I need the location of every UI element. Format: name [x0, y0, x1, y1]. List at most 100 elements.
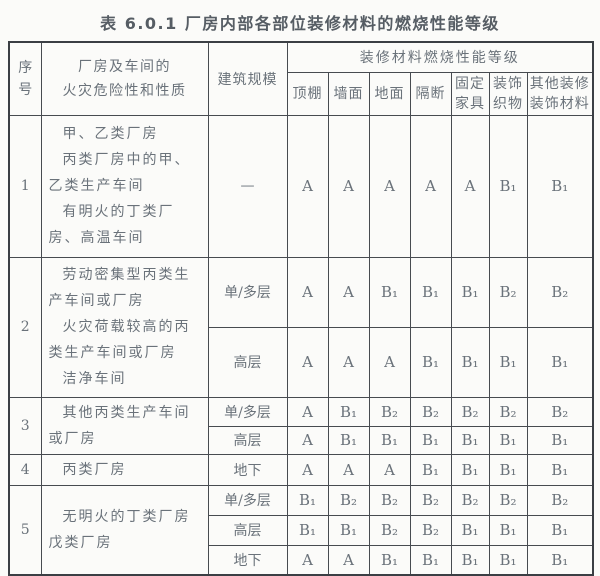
rating-cell: A: [327, 326, 370, 398]
table-row: 1 甲、乙类厂房 丙类厂房中的甲、乙类生产车间 有明火的丁类厂房、高温车间 — …: [8, 114, 594, 258]
rating-cell: B₁: [327, 396, 370, 427]
rating-cell: B₁: [368, 425, 411, 455]
rating-cell: B₂: [368, 484, 411, 516]
rating-cell: B₁: [488, 425, 528, 455]
table-row: 4 丙类厂房 地下 A A A B₁ B₁ B₁ B₁: [8, 453, 594, 486]
rating-cell: B₁: [286, 514, 329, 546]
rating-cell: B₁: [409, 256, 452, 328]
rating-cell: A: [286, 425, 329, 455]
table-row: 3 其他丙类生产车间或厂房 单/多层 A B₁ B₂ B₂ B₂ B₂ B₂: [8, 396, 594, 455]
serial-cell: 5: [8, 484, 42, 576]
rating-cell: B₂: [450, 484, 490, 516]
scale-cell: 高层: [207, 425, 288, 455]
rating-cell: B₂: [526, 396, 594, 427]
serial-cell: 1: [8, 114, 42, 258]
rating-cell: B₂: [409, 484, 452, 516]
hazard-line: 火灾荷载较高的丙类生产车间或厂房: [48, 319, 191, 361]
hazard-cell: 无明火的丁类厂房戊类厂房: [40, 484, 209, 576]
rating-cell: A: [327, 544, 370, 576]
hazard-line: 其他丙类生产车间或厂房: [48, 404, 191, 447]
rating-cell: B₂: [526, 484, 594, 516]
rating-col-header-floor: 地面: [368, 71, 411, 116]
hazard-cell: 其他丙类生产车间或厂房: [40, 396, 209, 455]
scale-cell: 地下: [207, 453, 288, 486]
rating-cell: B₂: [409, 514, 452, 546]
rating-cell: B₁: [488, 514, 528, 546]
hazard-line: 甲、乙类厂房: [62, 126, 159, 142]
table-row: 高层 B₁ B₁ B₂ B₂ B₁ B₁ B₁: [9, 514, 594, 546]
hazard-line: 无明火的丁类厂房戊类厂房: [48, 508, 191, 551]
rating-cell: A: [286, 453, 329, 486]
rating-cell: B₁: [450, 514, 490, 546]
rating-cell: B₁: [409, 425, 452, 455]
serial-cell: 2: [8, 256, 42, 398]
rating-cell: B₂: [488, 484, 528, 516]
rating-cell: A: [286, 114, 329, 258]
table-row: 5 无明火的丁类厂房戊类厂房 单/多层 B₁ B₂ B₂ B₂ B₂ B₂ B₂: [8, 484, 594, 576]
hazard-line: 有明火的丁类厂房、高温车间: [48, 204, 175, 246]
scale-cell: 单/多层: [207, 256, 288, 328]
rating-cell: B₁: [488, 544, 528, 576]
rating-cell: B₁: [526, 425, 594, 455]
scale-cell: 地下: [207, 544, 288, 576]
rating-cell: B₂: [526, 256, 594, 328]
serial-cell: 4: [8, 453, 42, 486]
rating-cell: B₁: [526, 326, 594, 398]
hazard-cell: 劳动密集型丙类生产车间或厂房 火灾荷载较高的丙类生产车间或厂房 洁净车间: [40, 256, 209, 398]
rating-cell: B₁: [526, 453, 594, 486]
rating-cell: A: [286, 396, 329, 427]
hazard-line: 劳动密集型丙类生产车间或厂房: [48, 267, 191, 309]
rating-cell: B₂: [409, 396, 452, 427]
rating-col-header-other-materials: 其他装修装饰材料: [526, 71, 594, 116]
scale-cell: 单/多层: [207, 484, 288, 516]
rating-cell: A: [368, 453, 411, 486]
rating-cell: B₁: [526, 514, 594, 546]
serial-cell: 3: [8, 396, 42, 455]
rating-col-header-wall: 墙面: [327, 71, 370, 116]
rating-cell: A: [368, 114, 411, 258]
rating-cell: A: [450, 114, 490, 258]
fire-rating-table: 序号 厂房及车间的 火灾危险性和性质 建筑规模 装修材料燃烧性能等级 顶棚 墙面…: [8, 41, 595, 576]
rating-col-header-decorative-fabric: 装饰织物: [488, 71, 528, 116]
rating-col-header-ceiling: 顶棚: [286, 71, 329, 116]
rating-cell: A: [409, 114, 452, 258]
rating-cell: B₁: [409, 453, 452, 486]
rating-cell: B₂: [368, 396, 411, 427]
rating-cell: B₂: [488, 256, 528, 328]
table-row: 地下 A A B₁ B₁ B₁ B₁ B₁: [9, 544, 594, 576]
rating-cell: B₁: [488, 114, 528, 258]
rating-cell: A: [368, 326, 411, 398]
hazard-cell: 丙类厂房: [40, 453, 209, 486]
rating-cell: B₁: [526, 544, 594, 576]
rating-cell: B₁: [450, 256, 490, 328]
hazard-header-line: 火灾危险性和性质: [62, 82, 187, 99]
rating-col-header-partition: 隔断: [409, 71, 452, 116]
rating-cell: B₁: [368, 544, 411, 576]
rating-cell: B₁: [409, 544, 452, 576]
scale-cell: 高层: [207, 514, 288, 546]
serial-column-header: 序号: [8, 41, 42, 116]
rating-cell: B₁: [286, 484, 329, 516]
rating-cell: A: [286, 256, 329, 328]
rating-cell: B₁: [450, 425, 490, 455]
rating-cell: B₁: [450, 544, 490, 576]
rating-cell: A: [327, 256, 370, 328]
scale-cell: 高层: [207, 326, 288, 398]
rating-cell: B₁: [450, 326, 490, 398]
rating-cell: B₁: [488, 326, 528, 398]
rating-cell: B₁: [327, 425, 370, 455]
hazard-header-line: 厂房及车间的: [78, 58, 171, 75]
scale-cell: 单/多层: [207, 396, 288, 427]
rating-group-header: 装修材料燃烧性能等级: [286, 41, 594, 73]
rating-cell: B₂: [368, 514, 411, 546]
rating-cell: B₁: [488, 453, 528, 486]
rating-cell: B₂: [488, 396, 528, 427]
scale-column-header: 建筑规模: [207, 41, 288, 116]
rating-cell: A: [327, 114, 370, 258]
table-title: 表 6.0.1 厂房内部各部位装修材料的燃烧性能等级: [100, 14, 500, 33]
hazard-line: 丙类厂房中的甲、乙类生产车间: [48, 152, 191, 194]
rating-cell: B₁: [368, 256, 411, 328]
rating-cell: B₂: [450, 396, 490, 427]
rating-cell: A: [327, 453, 370, 486]
rating-cell: B₁: [327, 514, 370, 546]
